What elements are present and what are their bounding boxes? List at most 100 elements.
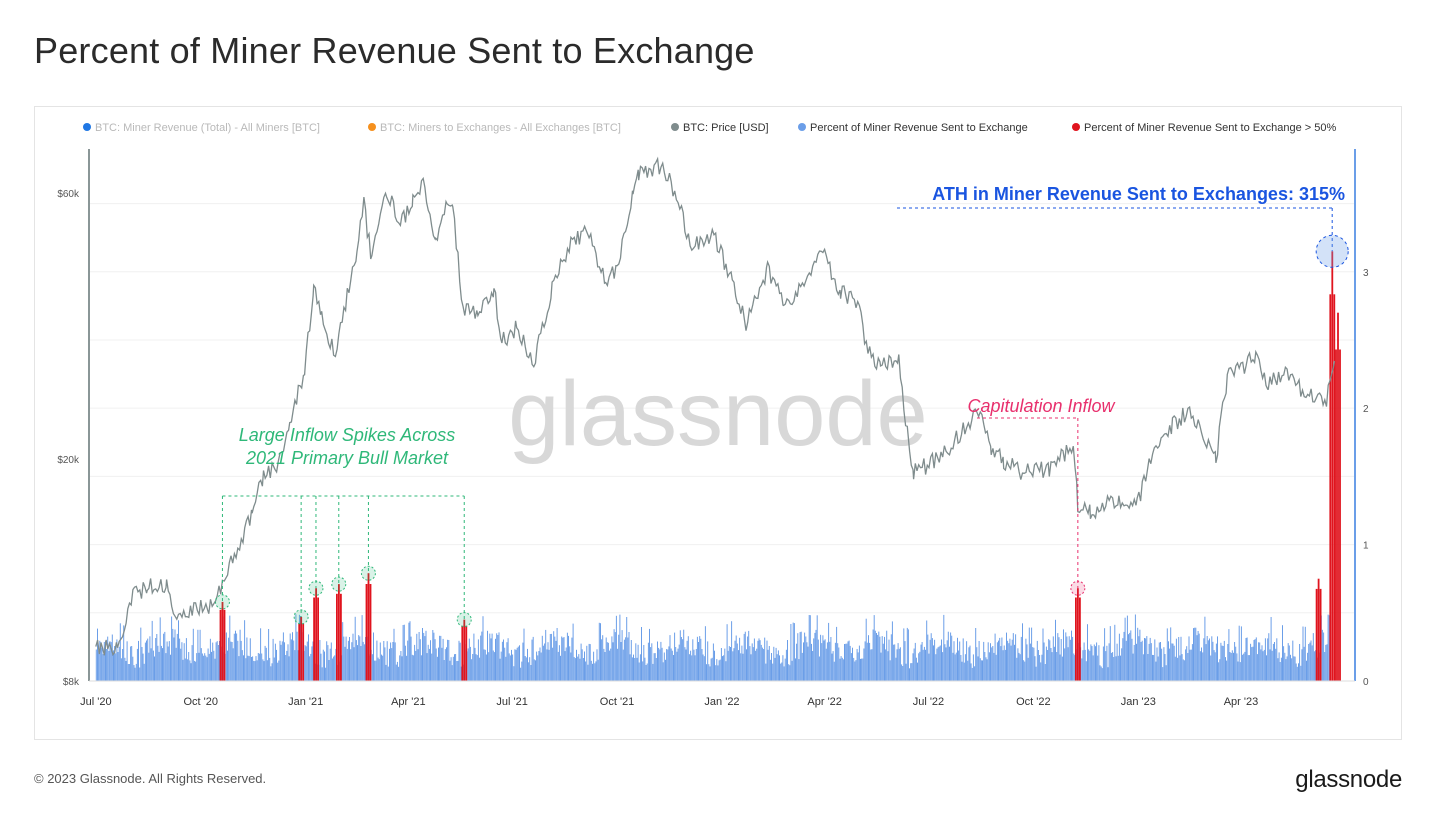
spike-bar xyxy=(1317,578,1320,681)
percent-bar xyxy=(402,625,404,681)
percent-bar xyxy=(696,636,698,681)
percent-bar xyxy=(846,643,848,681)
percent-bar xyxy=(102,654,104,681)
spike-bar xyxy=(340,593,342,681)
percent-bar xyxy=(639,654,641,681)
percent-bar xyxy=(512,654,514,681)
percent-bar xyxy=(702,654,704,681)
percent-bar xyxy=(553,631,555,681)
percent-bar xyxy=(1282,625,1283,681)
x-tick-label: Apr '22 xyxy=(807,696,842,708)
percent-bar xyxy=(988,652,990,681)
percent-bar xyxy=(357,645,358,681)
percent-bar xyxy=(205,655,207,681)
percent-bar xyxy=(888,639,890,681)
percent-bar xyxy=(1032,647,1034,681)
percent-bar xyxy=(1121,648,1123,681)
percent-bar xyxy=(541,635,543,681)
percent-bar xyxy=(670,648,672,681)
percent-bar xyxy=(1071,630,1072,681)
percent-bar xyxy=(918,653,920,681)
glassnode-logo[interactable]: glassnode xyxy=(1295,766,1402,793)
percent-bar xyxy=(474,647,476,681)
percent-bar xyxy=(488,652,490,681)
price-line-group xyxy=(95,156,1336,657)
percent-bar xyxy=(216,641,218,681)
percent-bar xyxy=(825,648,827,681)
percent-bar xyxy=(823,640,825,681)
percent-bar xyxy=(328,660,330,681)
percent-bar xyxy=(576,649,577,681)
percent-bar xyxy=(1088,649,1090,681)
percent-bar xyxy=(493,652,495,681)
percent-bar xyxy=(527,648,528,681)
percent-bar xyxy=(1117,655,1119,681)
percent-bar xyxy=(726,624,728,681)
percent-bar xyxy=(641,627,642,681)
spike-bar xyxy=(367,573,370,681)
percent-bar xyxy=(97,628,98,681)
percent-bar xyxy=(411,654,413,681)
percent-bar xyxy=(852,647,853,681)
percent-bar xyxy=(1066,636,1068,681)
legend-dot-icon xyxy=(83,123,91,131)
percent-bar xyxy=(550,633,552,681)
percent-bar xyxy=(1050,648,1052,681)
percent-bar xyxy=(931,638,933,681)
percent-bar xyxy=(1251,647,1253,681)
percent-bar xyxy=(798,659,800,681)
percent-bar xyxy=(962,638,964,681)
percent-bar xyxy=(1204,616,1206,681)
percent-bar xyxy=(878,631,880,681)
percent-bar xyxy=(1089,650,1091,681)
percent-bar xyxy=(280,644,282,681)
percent-bar xyxy=(739,637,741,681)
percent-bar xyxy=(164,631,166,681)
percent-bar xyxy=(393,628,395,681)
percent-bar xyxy=(741,645,743,681)
percent-bar xyxy=(1091,646,1093,681)
ath-label: ATH in Miner Revenue Sent to Exchanges: … xyxy=(932,184,1345,204)
percent-bar xyxy=(458,640,460,681)
percent-bar xyxy=(1168,641,1169,681)
percent-bar xyxy=(1315,650,1317,681)
percent-bar xyxy=(150,648,152,681)
percent-bar xyxy=(848,640,850,681)
y-left-tick-label: $8k xyxy=(63,677,80,688)
percent-bar xyxy=(418,632,420,681)
percent-bar xyxy=(880,652,882,681)
percent-bar xyxy=(412,655,414,681)
spike-bar xyxy=(1319,588,1322,681)
percent-bar xyxy=(1029,643,1031,681)
percent-bar xyxy=(1313,651,1315,681)
percent-bar xyxy=(334,655,336,681)
spike-bar xyxy=(221,601,224,681)
percent-bar xyxy=(1256,654,1258,681)
x-tick-label: Jan '21 xyxy=(288,696,323,708)
percent-bar xyxy=(1023,660,1025,681)
percent-bar xyxy=(450,657,452,681)
percent-bar xyxy=(1259,642,1261,681)
percent-bar xyxy=(629,654,631,681)
percent-bar xyxy=(719,659,721,681)
percent-bar xyxy=(603,648,605,681)
percent-bar xyxy=(607,642,609,681)
percent-bar xyxy=(622,649,624,681)
y-right-tick-label: 3 xyxy=(1363,268,1369,279)
percent-bar xyxy=(568,635,569,681)
percent-bar xyxy=(1141,640,1143,681)
percent-bar xyxy=(691,655,693,681)
percent-bar xyxy=(188,652,190,681)
percent-bar xyxy=(1059,654,1061,681)
percent-bar xyxy=(582,658,584,681)
percent-bar xyxy=(1008,643,1010,681)
percent-bar xyxy=(110,642,112,681)
percent-bar xyxy=(606,642,608,681)
percent-bar xyxy=(403,624,405,681)
percent-bar xyxy=(742,653,744,681)
percent-bar xyxy=(140,627,142,681)
percent-bar xyxy=(452,656,454,681)
percent-bar xyxy=(658,647,660,681)
percent-bar xyxy=(400,651,402,681)
percent-bar xyxy=(401,656,403,681)
